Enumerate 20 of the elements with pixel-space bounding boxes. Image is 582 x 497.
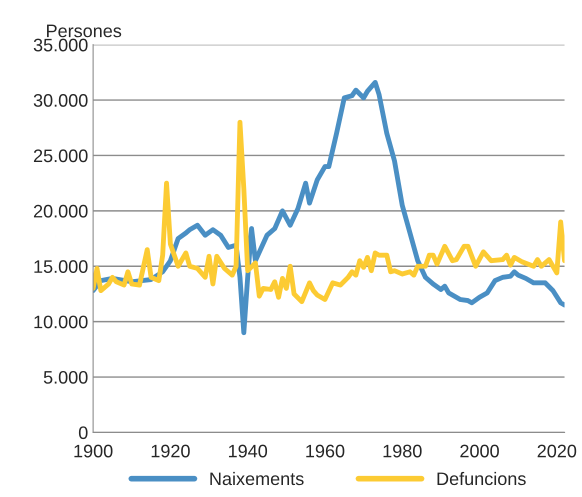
- x-tick-label: 2020: [538, 444, 576, 458]
- line-series: [93, 120, 565, 304]
- y-tick-label: 20.000: [34, 204, 88, 218]
- y-tick-label: 0: [78, 426, 88, 440]
- y-tick-label: 25.000: [34, 149, 88, 162]
- x-tick-label: 1960: [306, 444, 344, 458]
- y-tick-label: 10.000: [34, 316, 88, 328]
- y-tick-label: 5.000: [44, 370, 88, 384]
- x-tick-label: 2000: [460, 444, 499, 458]
- x-tick-label: 1940: [228, 444, 268, 458]
- y-tick-label: 35.000: [34, 38, 88, 52]
- y-tick-label: 15.000: [34, 260, 88, 273]
- x-tick-label: 1980: [384, 444, 422, 458]
- line-series: [93, 80, 565, 336]
- legend-label: Naixements: [210, 472, 304, 486]
- y-tick-label: 30.000: [34, 94, 88, 107]
- y-axis-title: Persones: [47, 24, 122, 38]
- x-tick-label: 1900: [74, 444, 112, 458]
- legend-label: Defuncions: [438, 472, 526, 486]
- x-tick-label: 1920: [152, 444, 190, 458]
